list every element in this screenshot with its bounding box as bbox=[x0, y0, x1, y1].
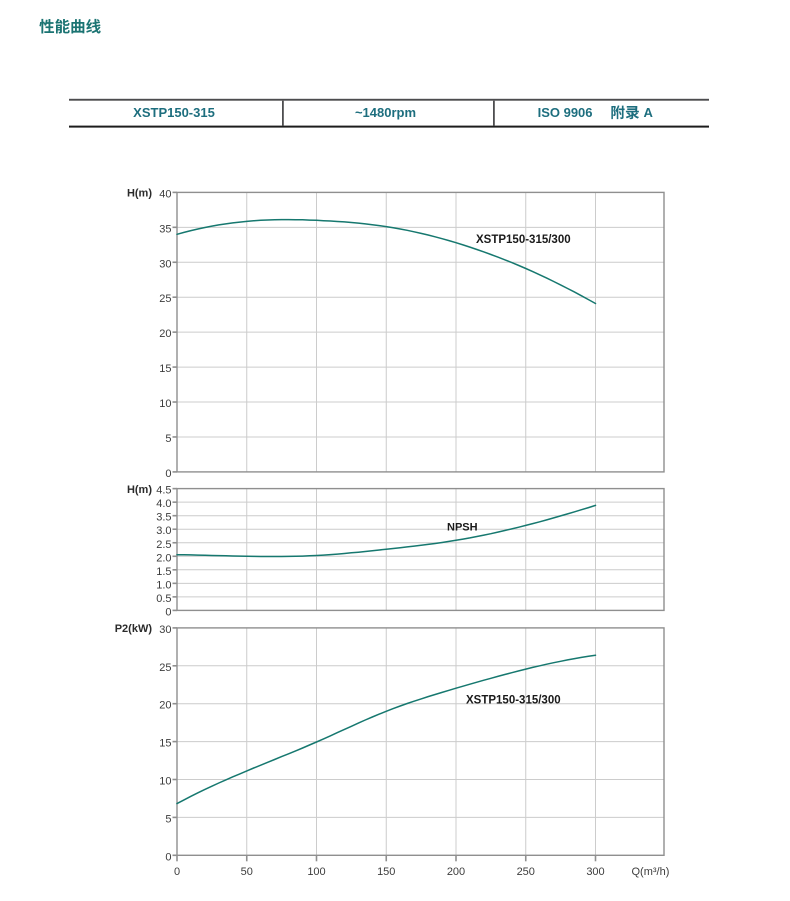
svg-text:XSTP150-315: XSTP150-315 bbox=[133, 105, 215, 120]
svg-text:25: 25 bbox=[159, 662, 171, 674]
svg-text:0: 0 bbox=[165, 468, 171, 480]
svg-text:5: 5 bbox=[165, 813, 171, 825]
svg-text:20: 20 bbox=[159, 328, 171, 340]
svg-text:50: 50 bbox=[241, 866, 253, 878]
svg-text:10: 10 bbox=[159, 776, 171, 788]
svg-text:100: 100 bbox=[307, 866, 325, 878]
svg-text:0: 0 bbox=[174, 866, 180, 878]
svg-text:20: 20 bbox=[159, 700, 171, 712]
svg-text:2.0: 2.0 bbox=[156, 552, 171, 564]
svg-text:XSTP150-315/300: XSTP150-315/300 bbox=[476, 234, 571, 246]
svg-text:15: 15 bbox=[159, 363, 171, 375]
svg-text:3.0: 3.0 bbox=[156, 525, 171, 537]
svg-text:ISO 9906: ISO 9906 bbox=[538, 105, 593, 120]
svg-text:4.5: 4.5 bbox=[156, 485, 171, 497]
svg-text:35: 35 bbox=[159, 223, 171, 235]
svg-text:5: 5 bbox=[165, 433, 171, 445]
svg-text:25: 25 bbox=[159, 293, 171, 305]
svg-text:P2(kW): P2(kW) bbox=[115, 623, 153, 635]
svg-text:30: 30 bbox=[159, 258, 171, 270]
svg-text:0: 0 bbox=[165, 606, 171, 618]
svg-text:1.0: 1.0 bbox=[156, 579, 171, 591]
svg-text:Q(m³/h): Q(m³/h) bbox=[632, 866, 670, 878]
svg-text:NPSH: NPSH bbox=[447, 521, 478, 533]
svg-text:200: 200 bbox=[447, 866, 465, 878]
svg-text:300: 300 bbox=[586, 866, 604, 878]
svg-text:30: 30 bbox=[159, 624, 171, 636]
svg-text:10: 10 bbox=[159, 398, 171, 410]
svg-text:40: 40 bbox=[159, 188, 171, 200]
svg-text:2.5: 2.5 bbox=[156, 539, 171, 551]
svg-text:A: A bbox=[644, 105, 654, 120]
svg-text:0: 0 bbox=[165, 851, 171, 863]
svg-text:4.0: 4.0 bbox=[156, 498, 171, 510]
svg-text:1.5: 1.5 bbox=[156, 566, 171, 578]
svg-text:0.5: 0.5 bbox=[156, 593, 171, 605]
svg-text:H(m): H(m) bbox=[127, 484, 152, 496]
svg-text:250: 250 bbox=[517, 866, 535, 878]
svg-text:150: 150 bbox=[377, 866, 395, 878]
svg-text:15: 15 bbox=[159, 738, 171, 750]
svg-text:H(m): H(m) bbox=[127, 188, 152, 200]
svg-text:3.5: 3.5 bbox=[156, 512, 171, 524]
svg-text:XSTP150-315/300: XSTP150-315/300 bbox=[466, 695, 561, 707]
svg-text:~1480rpm: ~1480rpm bbox=[355, 105, 416, 120]
